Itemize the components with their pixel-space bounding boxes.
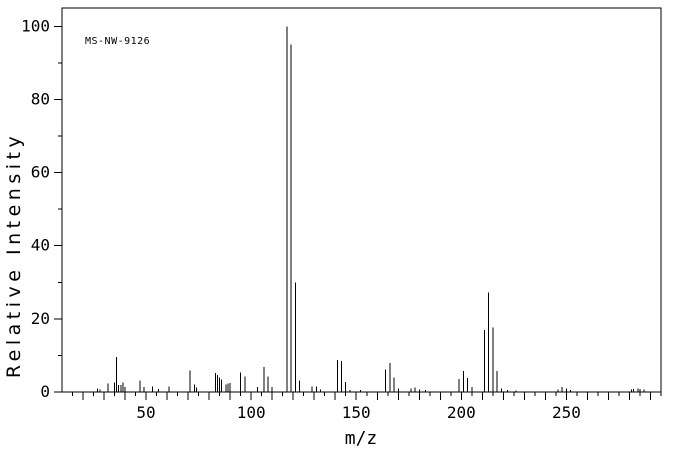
- y-tick-label: 60: [31, 163, 50, 182]
- y-axis-title: Relative Intensity: [3, 132, 25, 378]
- y-tick-label: 0: [40, 382, 50, 401]
- x-tick-label: 200: [447, 403, 476, 422]
- plot-area: 50 100 150 200 250 0 20 40 60 80 100: [21, 7, 662, 422]
- spectrum-id-label: MS-NW-9126: [85, 36, 150, 47]
- y-tick-label: 20: [31, 309, 50, 328]
- y-tick-label: 100: [21, 16, 50, 35]
- x-tick-label: 150: [342, 403, 371, 422]
- plot-frame: [61, 7, 662, 393]
- x-tick-label: 50: [136, 403, 155, 422]
- x-tick-label: 100: [237, 403, 266, 422]
- y-tick-label: 40: [31, 236, 50, 255]
- y-tick-label: 80: [31, 89, 50, 108]
- x-axis-title: m/z: [345, 428, 378, 449]
- x-tick-label: 250: [552, 403, 581, 422]
